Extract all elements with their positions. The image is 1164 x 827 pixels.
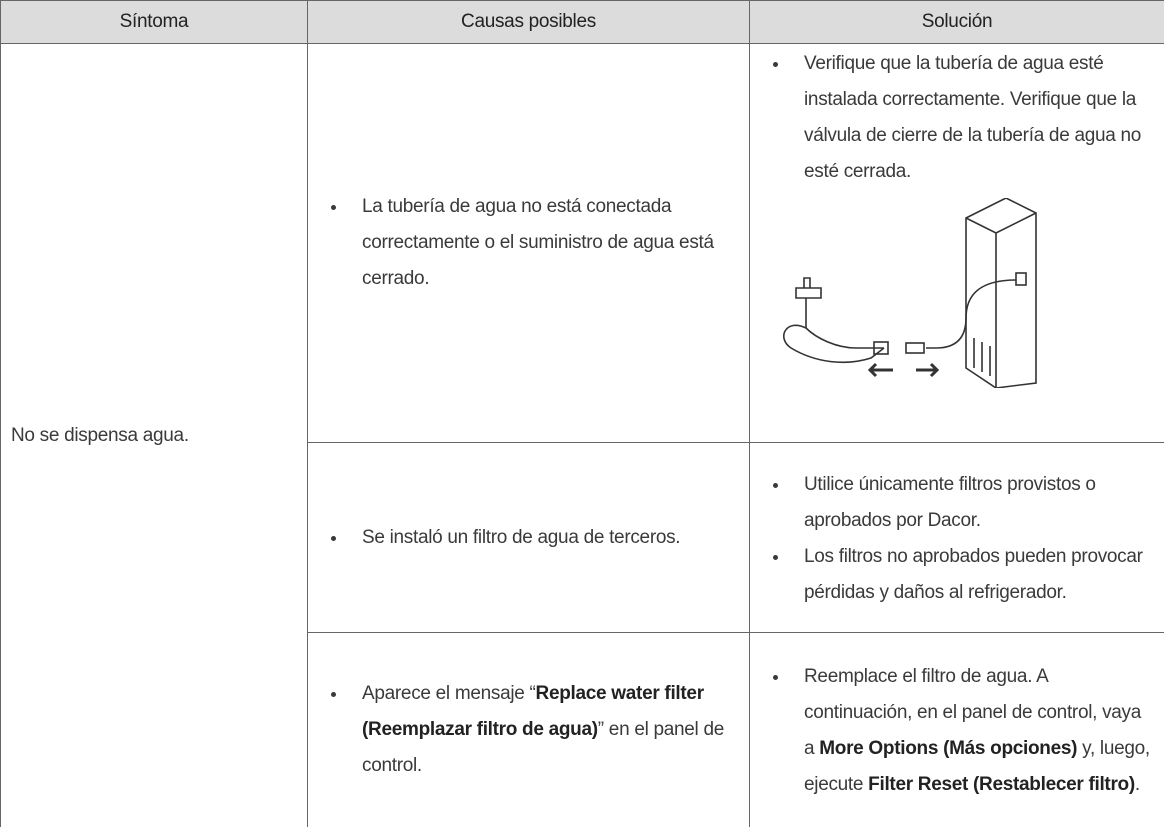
header-cell: Causas posibles xyxy=(307,0,750,44)
header-row: Síntoma Causas posibles Solución xyxy=(0,0,1164,44)
solution-list: Verifique que la tubería de agua esté in… xyxy=(760,46,1154,190)
row: Se instaló un filtro de agua de terceros… xyxy=(1,442,1164,633)
solution-list: Reemplace el filtro de agua. A continuac… xyxy=(760,659,1154,803)
bold-text: More Options (Más opciones) xyxy=(819,738,1078,759)
cause-cell: Se instaló un filtro de agua de terceros… xyxy=(307,442,750,633)
cause-cell: La tubería de agua no está conectada cor… xyxy=(307,43,750,443)
solution-cell: Verifique que la tubería de agua esté in… xyxy=(749,43,1164,443)
header-cell: Solución xyxy=(749,0,1164,44)
text: Verifique que la tubería de agua esté in… xyxy=(804,53,1142,182)
symptom-cell: No se dispensa agua. xyxy=(0,43,308,827)
solution: Los filtros no aprobados pueden provocar… xyxy=(790,539,1154,611)
text: Aparece el mensaje “ xyxy=(362,683,536,704)
bold-text: Replace water filter (Reemplazar filtro … xyxy=(362,683,704,740)
row: Aparece el mensaje “Replace water filter… xyxy=(1,632,1164,827)
bold-text: Filter Reset (Restablecer filtro) xyxy=(868,774,1135,795)
row: No se dispensa agua. La tubería de agua … xyxy=(0,43,1164,827)
solution: Reemplace el filtro de agua. A continuac… xyxy=(790,659,1154,803)
hose-illustration xyxy=(783,198,1037,388)
solution: Verifique que la tubería de agua esté in… xyxy=(790,46,1154,190)
solution: Utilice únicamente filtros provistos o a… xyxy=(790,467,1154,539)
text: Los filtros no aprobados pueden provocar… xyxy=(804,545,1143,603)
cause: Aparece el mensaje “Replace water filter… xyxy=(348,676,739,784)
cause: Se instaló un filtro de agua de terceros… xyxy=(348,520,739,556)
text: Reemplace el filtro de agua. A continuac… xyxy=(804,666,1142,759)
text: ” en el panel de control. xyxy=(362,719,724,776)
solution-cell: Reemplace el filtro de agua. A continuac… xyxy=(749,632,1164,827)
solution-cell: Utilice únicamente filtros provistos o a… xyxy=(749,442,1164,633)
text: y, luego, ejecute xyxy=(804,738,1150,795)
cause: La tubería de agua no está conectada cor… xyxy=(348,189,739,297)
text: . xyxy=(1134,774,1140,795)
header-cell: Síntoma xyxy=(0,0,308,44)
solution-list: Utilice únicamente filtros provistos o a… xyxy=(760,467,1154,611)
text: Utilice únicamente filtros provistos o a… xyxy=(804,473,1096,531)
text: La tubería de agua no está conectada cor… xyxy=(362,196,714,289)
cause-cell: Aparece el mensaje “Replace water filter… xyxy=(307,632,750,827)
text: Se instaló un filtro de agua de terceros… xyxy=(362,526,681,548)
